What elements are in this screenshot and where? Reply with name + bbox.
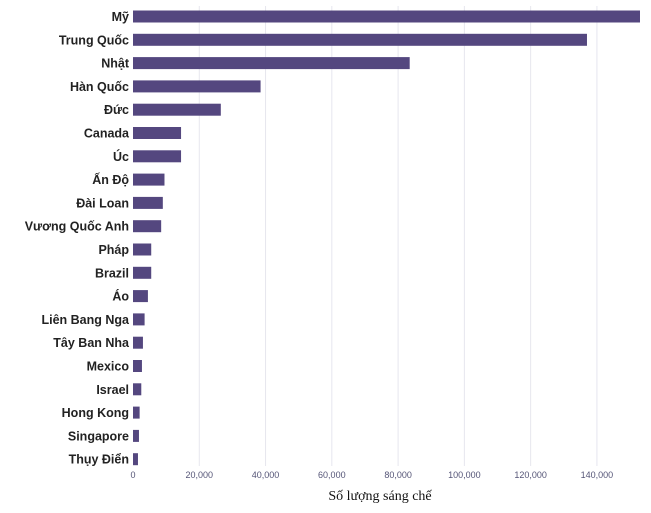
- x-axis-title: Số lượng sáng chế: [328, 489, 432, 504]
- category-label: Úc: [113, 149, 129, 164]
- bar: [133, 103, 221, 116]
- bar: [133, 127, 182, 139]
- bar: [133, 33, 587, 46]
- category-label: Thụy Điển: [69, 453, 129, 467]
- category-label: Mỹ: [112, 10, 129, 24]
- x-tick-label: 40,000: [252, 470, 280, 480]
- bar: [133, 313, 145, 326]
- bar: [133, 453, 138, 466]
- category-label: Trung Quốc: [59, 33, 129, 47]
- category-label: Brazil: [95, 266, 129, 280]
- bar: [133, 266, 152, 279]
- category-labels: Mỹ Trung Quốc Nhật Hàn Quốc Đức Canada Úc Ấn Độ…: [25, 10, 130, 467]
- category-label: Pháp: [98, 243, 129, 257]
- category-label: Mexico: [87, 360, 130, 374]
- category-label: Nhật: [101, 57, 130, 71]
- category-label: Singapore: [68, 429, 129, 443]
- category-label: Israel: [96, 383, 129, 397]
- bar: [133, 360, 142, 372]
- category-label: Hàn Quốc: [70, 80, 129, 94]
- bar: [133, 220, 162, 233]
- x-tick-label: 120,000: [514, 470, 547, 480]
- bar: [133, 173, 165, 186]
- x-tick-labels: 0 20,000 40,000 60,000 80,000 100,000 120,000 1…: [130, 470, 613, 480]
- category-label: Đức: [104, 103, 129, 117]
- bar: [133, 336, 143, 349]
- bar: [133, 150, 182, 163]
- gridlines: [198, 6, 598, 466]
- category-label: Ấn Độ: [92, 172, 129, 187]
- x-tick-label: 80,000: [384, 470, 412, 480]
- bar: [133, 429, 139, 442]
- category-label: Liên Bang Nga: [41, 313, 130, 327]
- bars: [133, 10, 640, 466]
- bar: [133, 243, 152, 256]
- bar: [133, 290, 148, 303]
- x-tick-label: 100,000: [448, 470, 481, 480]
- bar: [133, 10, 640, 23]
- bar: [133, 383, 142, 396]
- bar: [133, 196, 163, 209]
- category-label: Hong Kong: [62, 406, 129, 420]
- category-label: Canada: [84, 127, 130, 141]
- bar: [133, 80, 261, 93]
- bar: [133, 406, 140, 419]
- x-tick-label: 60,000: [318, 470, 346, 480]
- category-label: Áo: [112, 289, 129, 304]
- category-label: Vương Quốc Anh: [25, 220, 129, 234]
- category-label: Đài Loan: [76, 196, 129, 210]
- bar: [133, 57, 410, 70]
- x-tick-label: 20,000: [186, 470, 214, 480]
- x-tick-label: 0: [130, 470, 135, 480]
- x-tick-label: 140,000: [581, 470, 614, 480]
- category-label: Tây Ban Nha: [53, 336, 130, 350]
